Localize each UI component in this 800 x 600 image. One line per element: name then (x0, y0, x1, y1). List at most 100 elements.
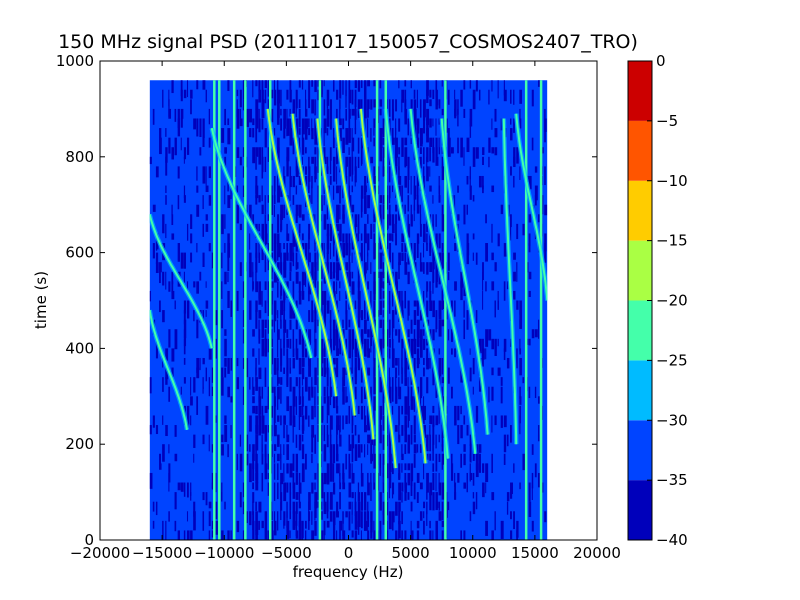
noise-cell (202, 386, 204, 394)
noise-cell (329, 511, 333, 522)
noise-cell (419, 329, 423, 340)
noise-cell (395, 214, 397, 224)
noise-cell (314, 99, 316, 116)
x-tick-label: −15000 (132, 544, 192, 562)
noise-cell (351, 185, 353, 193)
noise-cell (308, 156, 310, 169)
noise-cell (367, 405, 370, 426)
noise-cell (277, 214, 280, 233)
noise-cell (283, 367, 285, 374)
noise-cell (286, 329, 289, 338)
noise-cell (432, 415, 435, 427)
noise-cell (261, 453, 264, 465)
noise-cell (522, 453, 526, 471)
noise-cell (537, 80, 541, 87)
noise-cell (364, 319, 367, 334)
noise-cell (295, 472, 298, 485)
noise-cell (159, 137, 162, 155)
noise-cell (491, 252, 494, 261)
noise-cell (357, 444, 361, 458)
noise-cell (348, 128, 351, 143)
noise-cell (500, 415, 503, 428)
noise-cell (261, 520, 264, 529)
noise-cell (227, 357, 230, 374)
colorbar-band (628, 240, 652, 301)
noise-cell (469, 80, 472, 89)
noise-cell (305, 128, 308, 140)
x-axis: −20000 −15000 −10000 −5000 0 5000 10000 15000 20… (70, 61, 621, 562)
y-axis-label: time (s) (32, 271, 50, 329)
noise-cell (537, 425, 540, 442)
noise-cell (429, 233, 432, 253)
noise-cell (165, 195, 167, 205)
noise-cell (391, 290, 394, 307)
noise-cell (395, 501, 398, 516)
noise-cell (311, 453, 313, 464)
noise-cell (435, 434, 437, 449)
noise-cell (367, 329, 370, 338)
noise-cell (273, 319, 275, 333)
noise-cell (506, 357, 510, 369)
noise-cell (398, 166, 400, 178)
noise-cell (432, 300, 435, 318)
noise-cell (270, 338, 273, 348)
noise-cell (308, 243, 310, 262)
noise-cell (516, 262, 518, 282)
noise-cell (165, 271, 167, 290)
noise-cell (494, 338, 497, 356)
noise-cell (267, 290, 269, 304)
noise-cell (298, 290, 302, 305)
noise-cell (382, 147, 386, 158)
noise-cell (289, 482, 292, 495)
noise-cell (488, 386, 490, 403)
noise-cell (277, 396, 279, 410)
noise-cell (395, 166, 398, 175)
noise-cell (329, 425, 332, 437)
noise-cell (339, 472, 341, 483)
noise-cell (242, 530, 245, 540)
noise-cell (345, 300, 347, 315)
noise-cell (391, 492, 394, 499)
noise-cell (298, 434, 302, 451)
noise-cell (463, 444, 466, 452)
noise-cell (382, 290, 386, 299)
noise-cell (426, 300, 429, 318)
noise-cell (221, 281, 223, 292)
noise-cell (491, 281, 495, 291)
noise-cell (314, 214, 316, 228)
noise-cell (441, 520, 444, 528)
noise-cell (398, 511, 401, 525)
noise-cell (513, 147, 516, 163)
noise-cell (416, 348, 420, 369)
noise-cell (441, 482, 445, 500)
noise-cell (351, 89, 354, 105)
noise-cell (186, 223, 189, 241)
noise-cell (252, 80, 254, 98)
noise-cell (252, 492, 255, 503)
noise-cell (174, 108, 177, 122)
noise-cell (308, 128, 311, 136)
noise-cell (373, 290, 376, 301)
noise-cell (270, 195, 274, 216)
noise-cell (416, 243, 419, 258)
noise-cell (423, 396, 425, 417)
noise-cell (351, 204, 355, 213)
noise-cell (180, 108, 184, 119)
noise-cell (348, 175, 350, 196)
noise-cell (317, 214, 320, 234)
noise-cell (280, 89, 282, 107)
noise-cell (323, 338, 326, 357)
noise-cell (348, 147, 350, 155)
noise-cell (544, 233, 547, 252)
noise-cell (419, 444, 422, 453)
noise-cell (398, 156, 400, 171)
noise-cell (261, 290, 263, 307)
noise-cell (320, 425, 323, 436)
noise-cell (351, 252, 353, 263)
noise-cell (249, 252, 252, 264)
noise-cell (292, 453, 295, 471)
noise-cell (441, 463, 443, 470)
noise-cell (469, 108, 473, 127)
noise-cell (339, 482, 342, 490)
noise-cell (407, 166, 410, 181)
